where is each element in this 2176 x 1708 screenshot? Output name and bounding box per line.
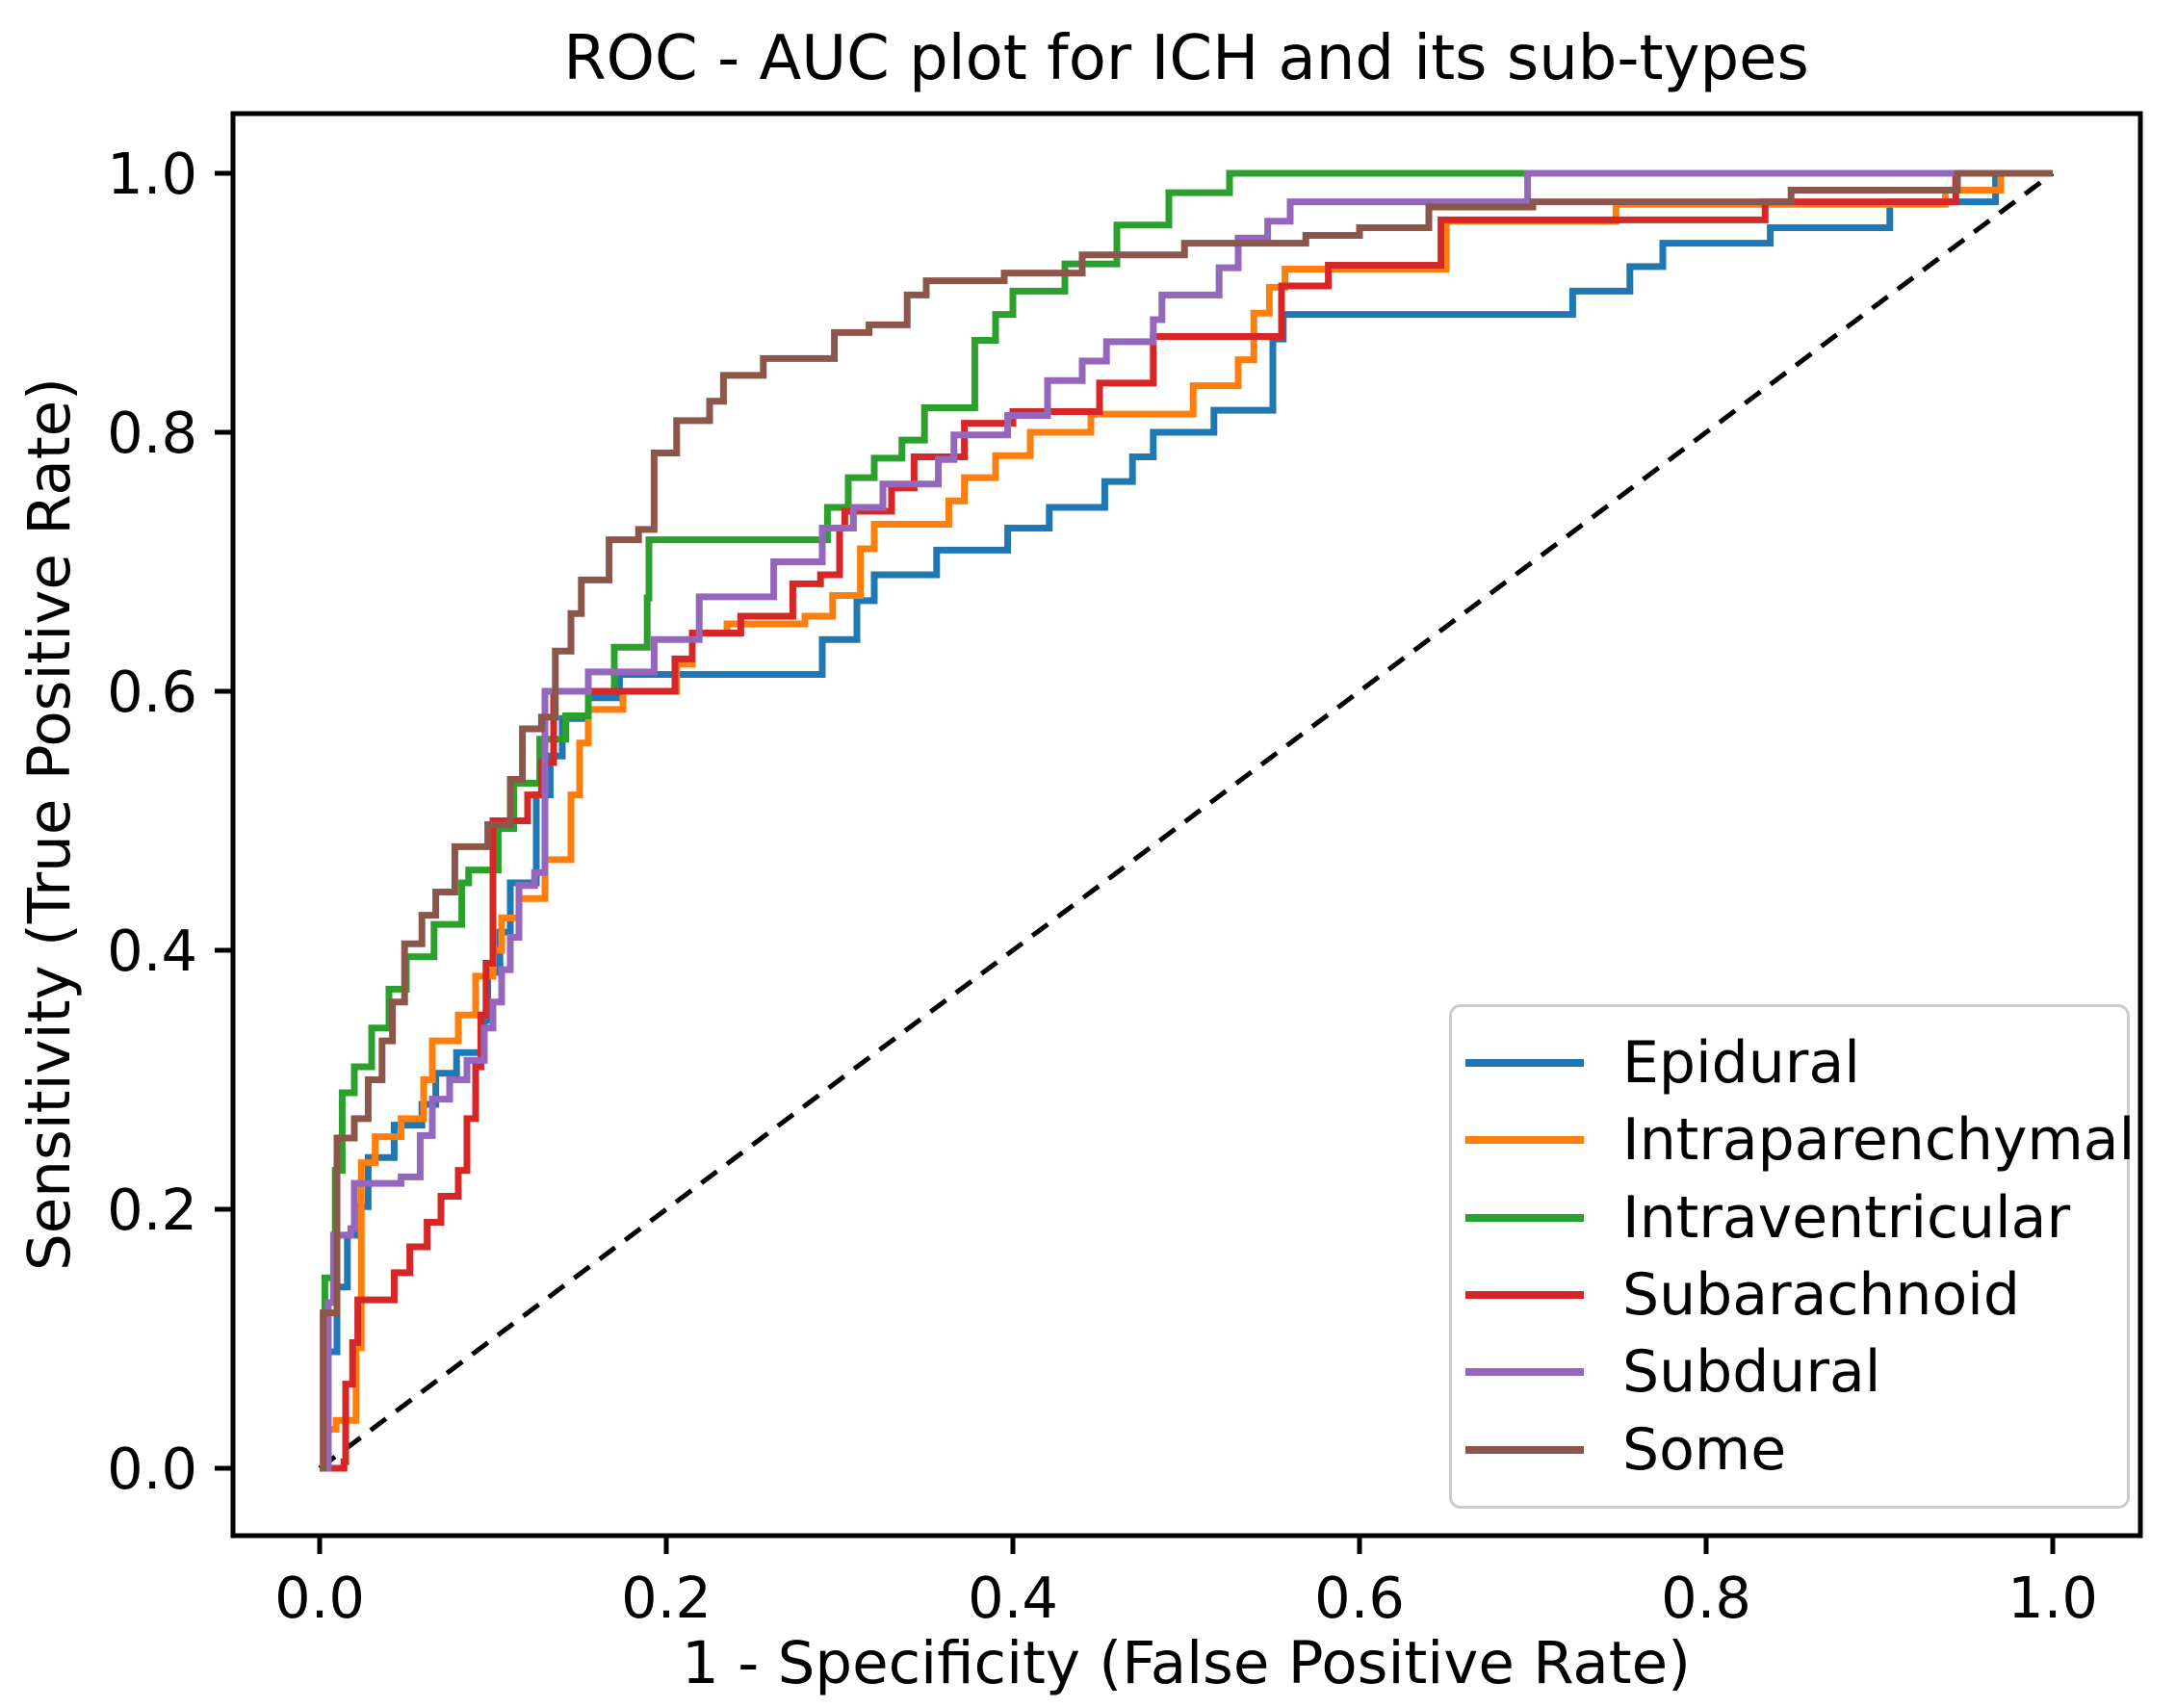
- legend-line-some: [1465, 1445, 1584, 1454]
- legend-item-intraventricular: Intraventricular: [1465, 1180, 2117, 1255]
- chance-diagonal-line: [318, 170, 2055, 1471]
- y-axis-label: Sensitivity (True Positive Rate): [15, 377, 84, 1271]
- x-tick-labels: 0.0 0.2 0.4 0.6 0.8 1.0: [274, 1565, 2098, 1631]
- roc-curve-subarachnoid: [320, 169, 2053, 1472]
- x-tick-label: 0.4: [968, 1565, 1058, 1631]
- x-tick-label: 0.8: [1661, 1565, 1751, 1631]
- y-tick-label: 0.6: [107, 659, 197, 725]
- legend-label-subdural: Subdural: [1622, 1338, 1881, 1407]
- y-tick-label: 0.8: [107, 400, 197, 466]
- legend-label-intraventricular: Intraventricular: [1622, 1183, 2071, 1252]
- x-tick-label: 0.0: [274, 1565, 365, 1631]
- roc-curve-subdural: [320, 169, 2053, 1472]
- legend-item-subarachnoid: Subarachnoid: [1465, 1257, 2117, 1333]
- legend-item-some: Some: [1465, 1412, 2117, 1488]
- y-tick-labels: 0.0 0.2 0.4 0.6 0.8 1.0: [107, 141, 197, 1502]
- legend-line-subdural: [1465, 1368, 1584, 1377]
- y-tick-label: 1.0: [107, 141, 197, 207]
- axes-frame: [230, 111, 2143, 1539]
- legend-line-subarachnoid: [1465, 1291, 1584, 1300]
- y-tick-label: 0.2: [107, 1177, 197, 1243]
- legend-line-intraventricular: [1465, 1213, 1584, 1222]
- x-axis-ticks: [317, 1536, 2056, 1554]
- legend: Epidural Intraparenchymal Intraventricular…: [1449, 1004, 2135, 1509]
- legend-item-intraparenchymal: Intraparenchymal: [1465, 1102, 2135, 1177]
- axes: 0.0 0.2 0.4 0.6 0.8 1.0 0.0 0.2 0.4 0.6 0.8 1.0: [107, 111, 2143, 1631]
- legend-label-intraparenchymal: Intraparenchymal: [1622, 1106, 2136, 1175]
- legend-item-subdural: Subdural: [1465, 1334, 2117, 1410]
- x-tick-label: 0.2: [621, 1565, 712, 1631]
- x-tick-label: 1.0: [2008, 1565, 2098, 1631]
- legend-label-epidural: Epidural: [1622, 1029, 1860, 1098]
- legend-label-some: Some: [1622, 1415, 1787, 1484]
- y-axis-ticks: [215, 170, 233, 1471]
- legend-line-epidural: [1465, 1059, 1584, 1068]
- legend-item-epidural: Epidural: [1465, 1025, 2117, 1100]
- legend-line-intraparenchymal: [1465, 1136, 1584, 1145]
- y-tick-label: 0.0: [107, 1436, 197, 1502]
- x-tick-label: 0.6: [1314, 1565, 1405, 1631]
- roc-curve-some: [320, 169, 2053, 1472]
- legend-label-subarachnoid: Subarachnoid: [1622, 1261, 2020, 1330]
- chart-title: ROC - AUC plot for ICH and its sub-types: [563, 23, 1809, 94]
- roc-curves: [320, 169, 2053, 1472]
- y-tick-label: 0.4: [107, 918, 197, 984]
- x-axis-label: 1 - Specificity (False Positive Rate): [682, 1629, 1691, 1697]
